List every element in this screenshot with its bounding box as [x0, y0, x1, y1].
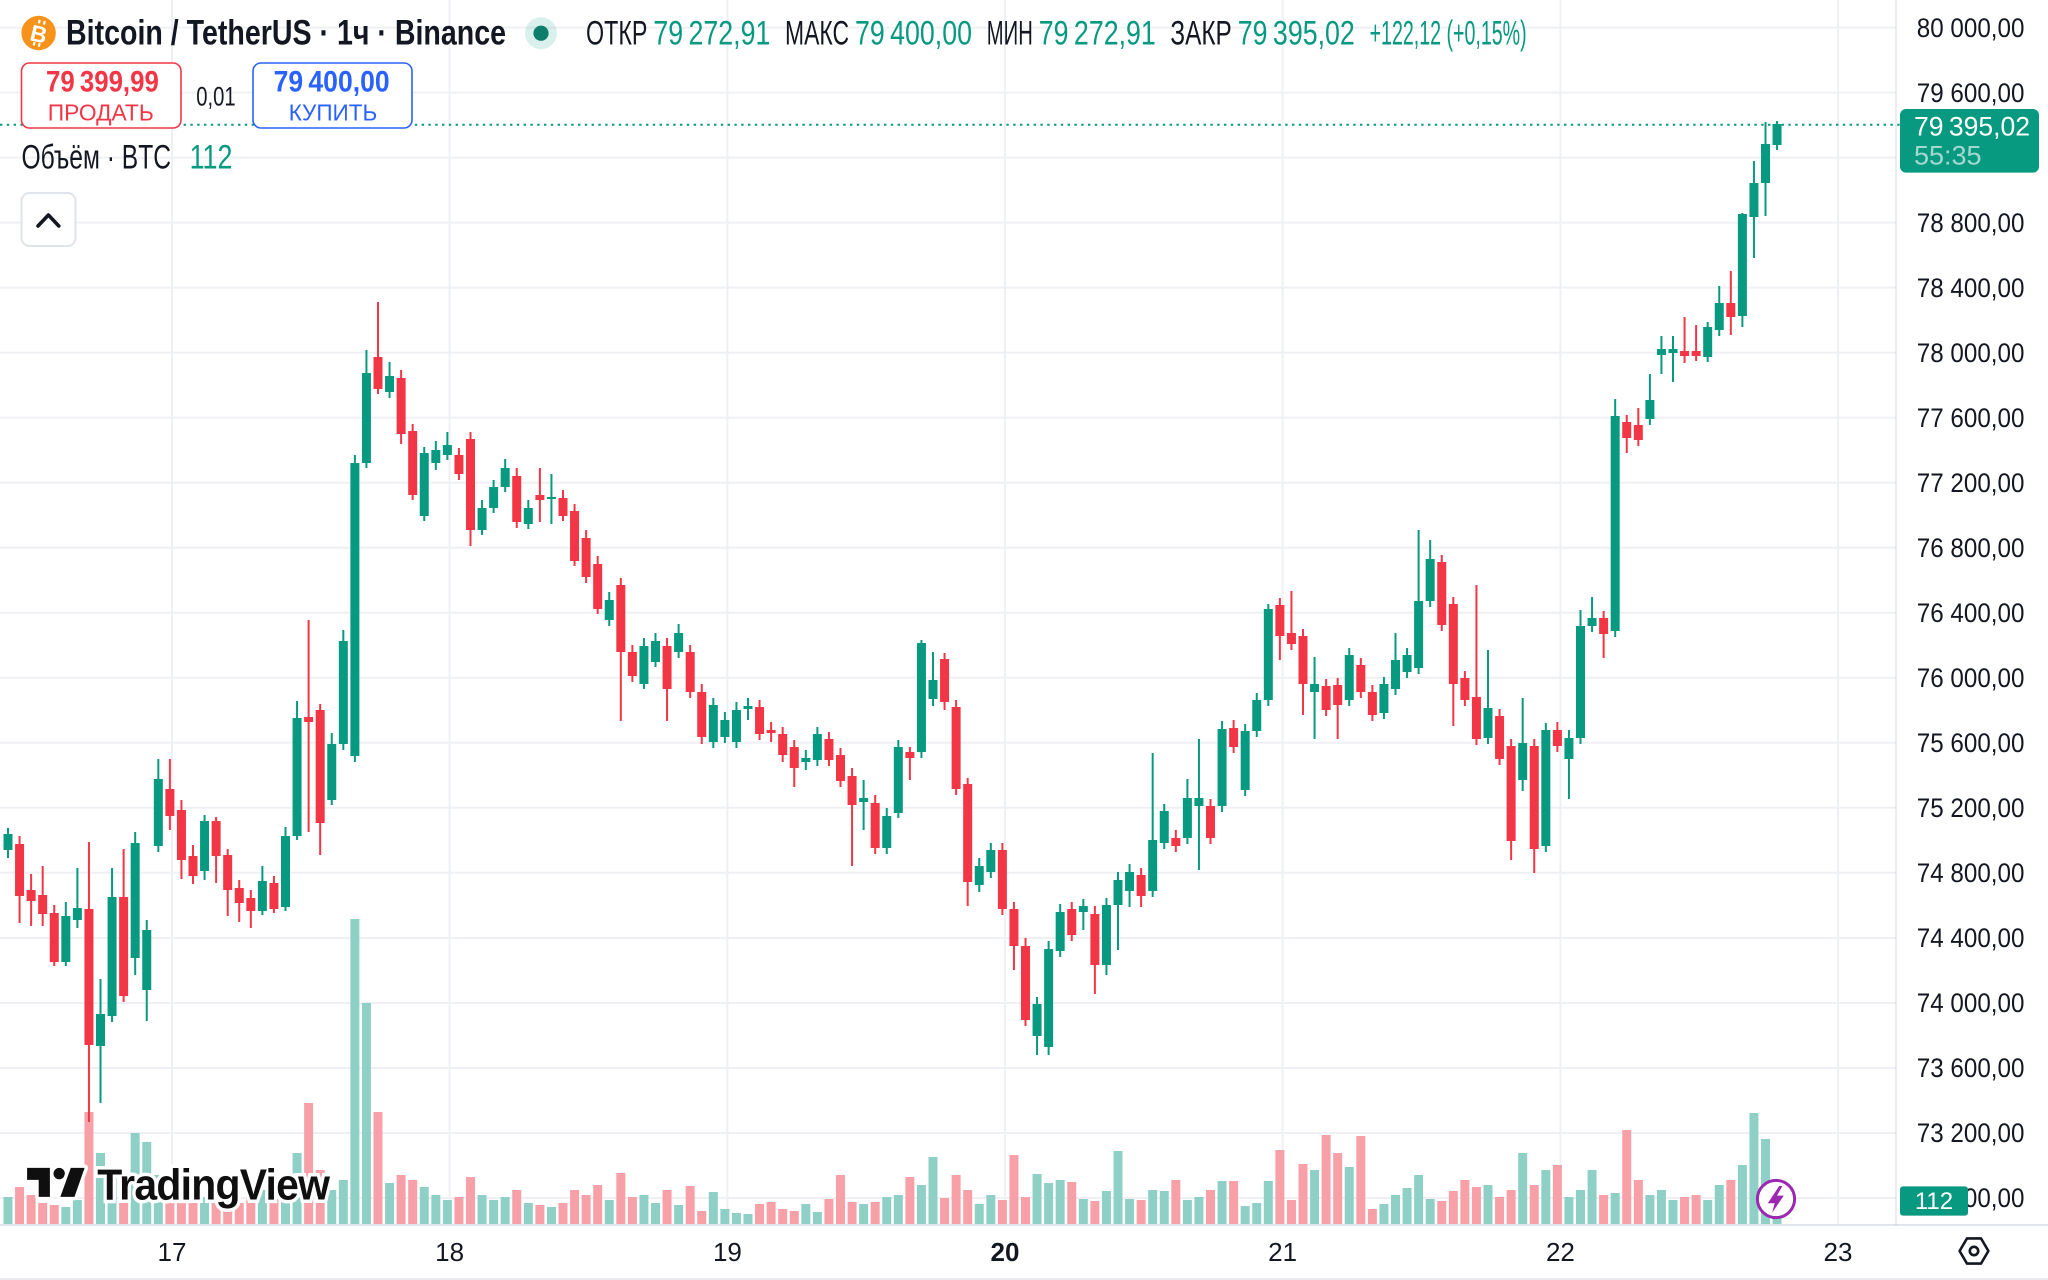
- svg-text:78 000,00: 78 000,00: [1917, 338, 2025, 368]
- svg-text:TradingView: TradingView: [97, 1161, 330, 1210]
- svg-text:79 395,02: 79 395,02: [1238, 15, 1355, 53]
- svg-text:0,01: 0,01: [196, 82, 235, 112]
- svg-text:Объём · BTC: Объём · BTC: [22, 139, 172, 177]
- svg-text:74 400,00: 74 400,00: [1917, 923, 2025, 953]
- svg-text:80 000,00: 80 000,00: [1917, 13, 2025, 43]
- svg-text:КУПИТЬ: КУПИТЬ: [289, 100, 378, 126]
- svg-text:79 400,00: 79 400,00: [855, 15, 972, 53]
- svg-text:112: 112: [190, 139, 233, 177]
- svg-text:74 000,00: 74 000,00: [1917, 988, 2025, 1018]
- svg-text:76 400,00: 76 400,00: [1917, 598, 2025, 628]
- svg-text:МИН: МИН: [987, 15, 1033, 53]
- svg-text:73 200,00: 73 200,00: [1917, 1118, 2025, 1148]
- svg-text:112: 112: [1915, 1188, 1953, 1215]
- svg-text:76 800,00: 76 800,00: [1917, 533, 2025, 563]
- svg-text:76 000,00: 76 000,00: [1917, 663, 2025, 693]
- svg-text:21: 21: [1268, 1237, 1297, 1267]
- svg-text:20: 20: [991, 1237, 1020, 1267]
- svg-text:79 272,91: 79 272,91: [1039, 15, 1156, 53]
- svg-text:79 272,91: 79 272,91: [653, 15, 770, 53]
- svg-text:75 200,00: 75 200,00: [1917, 793, 2025, 823]
- svg-text:79 600,00: 79 600,00: [1917, 78, 2025, 108]
- svg-text:ЗАКР: ЗАКР: [1170, 15, 1231, 53]
- svg-text:55:35: 55:35: [1914, 141, 1982, 171]
- svg-text:78 800,00: 78 800,00: [1917, 208, 2025, 238]
- svg-text:ОТКР: ОТКР: [586, 15, 647, 53]
- svg-text:79 395,02: 79 395,02: [1914, 112, 2030, 142]
- svg-text:19: 19: [713, 1237, 742, 1267]
- svg-text:+122,12 (+0,15%): +122,12 (+0,15%): [1370, 15, 1527, 53]
- svg-text:77 600,00: 77 600,00: [1917, 403, 2025, 433]
- svg-text:B: B: [28, 20, 50, 49]
- svg-text:22: 22: [1546, 1237, 1575, 1267]
- svg-text:Bitcoin / TetherUS · 1ч · Bina: Bitcoin / TetherUS · 1ч · Binance: [66, 14, 506, 53]
- svg-text:МАКС: МАКС: [785, 15, 849, 53]
- svg-text:78 400,00: 78 400,00: [1917, 273, 2025, 303]
- svg-text:75 600,00: 75 600,00: [1917, 728, 2025, 758]
- svg-text:ПРОДАТЬ: ПРОДАТЬ: [48, 100, 154, 126]
- svg-text:18: 18: [435, 1237, 464, 1267]
- svg-text:79 399,99: 79 399,99: [46, 66, 159, 99]
- svg-text:73 600,00: 73 600,00: [1917, 1053, 2025, 1083]
- svg-text:77 200,00: 77 200,00: [1917, 468, 2025, 498]
- svg-text:17: 17: [158, 1237, 187, 1267]
- svg-text:74 800,00: 74 800,00: [1917, 858, 2025, 888]
- svg-text:79 400,00: 79 400,00: [274, 66, 390, 99]
- svg-text:23: 23: [1824, 1237, 1853, 1267]
